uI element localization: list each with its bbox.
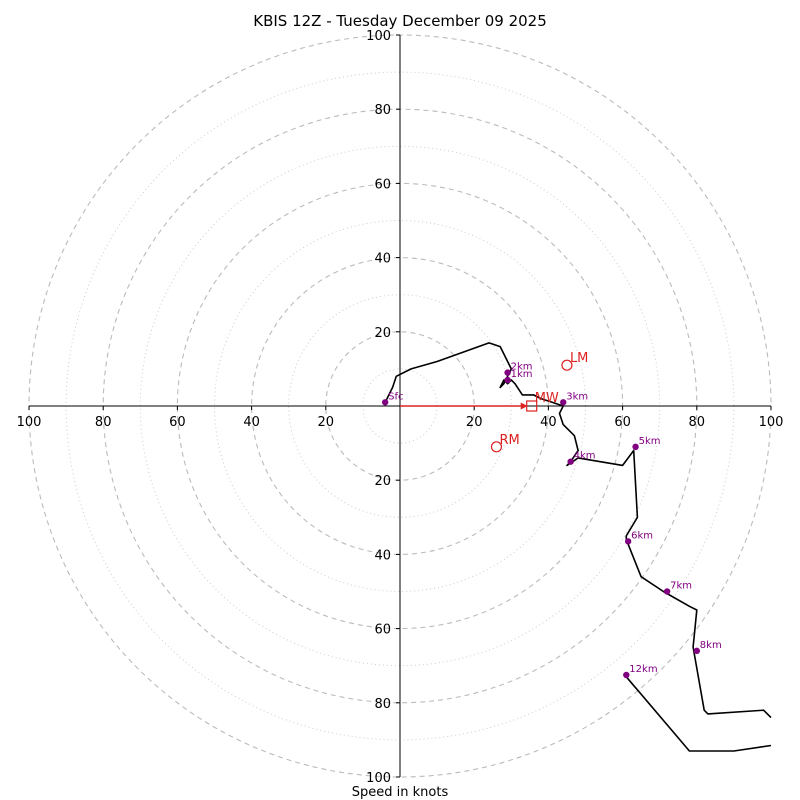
lm-motion-marker	[561, 359, 573, 371]
y-tick-label: 100	[366, 771, 391, 786]
height-label-7km: 7km	[670, 581, 692, 592]
lm-motion-label: LM	[570, 351, 588, 366]
chart-title: KBIS 12Z - Tuesday December 09 2025	[253, 12, 547, 30]
height-label-1km: 1km	[511, 369, 533, 380]
y-tick-label: 40	[374, 252, 391, 267]
x-tick-label: 40	[540, 415, 557, 430]
hodograph-trace-upper	[625, 676, 772, 752]
mean-wind-label: MW	[535, 391, 559, 406]
x-tick-label: 100	[17, 415, 42, 430]
y-tick-label: 20	[374, 326, 391, 341]
y-tick-label: 60	[374, 177, 391, 192]
hodograph-traces	[384, 342, 772, 752]
height-marker-1km	[504, 376, 511, 384]
x-tick-label: 80	[95, 415, 112, 430]
height-marker-3km	[560, 399, 567, 406]
height-label-12km: 12km	[629, 664, 657, 675]
height-label-2km: 2km	[511, 362, 533, 373]
height-label-4km: 4km	[574, 451, 596, 462]
height-marker-7km	[663, 588, 671, 595]
x-tick-label: 100	[759, 415, 784, 430]
height-marker-8km	[693, 647, 700, 655]
height-label-sfc: Sfc	[388, 391, 403, 402]
mean-wind-arrowhead	[520, 402, 528, 410]
height-marker-sfc	[381, 399, 389, 406]
x-tick-label: 80	[689, 415, 706, 430]
y-tick-label: 60	[374, 623, 391, 638]
storm-motion: MW LM RM	[400, 351, 588, 453]
height-label-5km: 5km	[639, 436, 661, 447]
x-tick-label: 20	[466, 415, 483, 430]
rm-motion-label: RM	[499, 433, 519, 448]
height-marker-2km	[504, 369, 511, 376]
height-label-6km: 6km	[631, 530, 653, 541]
x-axis-label: Speed in knots	[352, 785, 449, 800]
x-tick-label: 60	[169, 415, 186, 430]
height-marker-6km	[624, 538, 632, 545]
height-label-8km: 8km	[700, 640, 722, 651]
height-marker-12km	[623, 671, 630, 679]
height-marker-5km	[632, 443, 639, 451]
x-tick-label: 40	[243, 415, 260, 430]
y-tick-label: 80	[374, 103, 391, 118]
height-label-3km: 3km	[566, 391, 588, 402]
height-marker-4km	[567, 458, 574, 465]
rm-motion-marker	[490, 441, 503, 453]
mean-wind-marker	[526, 400, 538, 412]
y-tick-label: 100	[366, 29, 391, 44]
y-tick-label: 40	[374, 548, 391, 563]
tick-labels: 100 80 60 40 20 20 40 60 80 100 100 80 60 40 20 20 40 60 8…	[17, 29, 784, 786]
x-tick-label: 20	[318, 415, 335, 430]
x-tick-label: 60	[614, 415, 631, 430]
y-tick-label: 20	[374, 474, 391, 489]
y-tick-label: 80	[374, 697, 391, 712]
